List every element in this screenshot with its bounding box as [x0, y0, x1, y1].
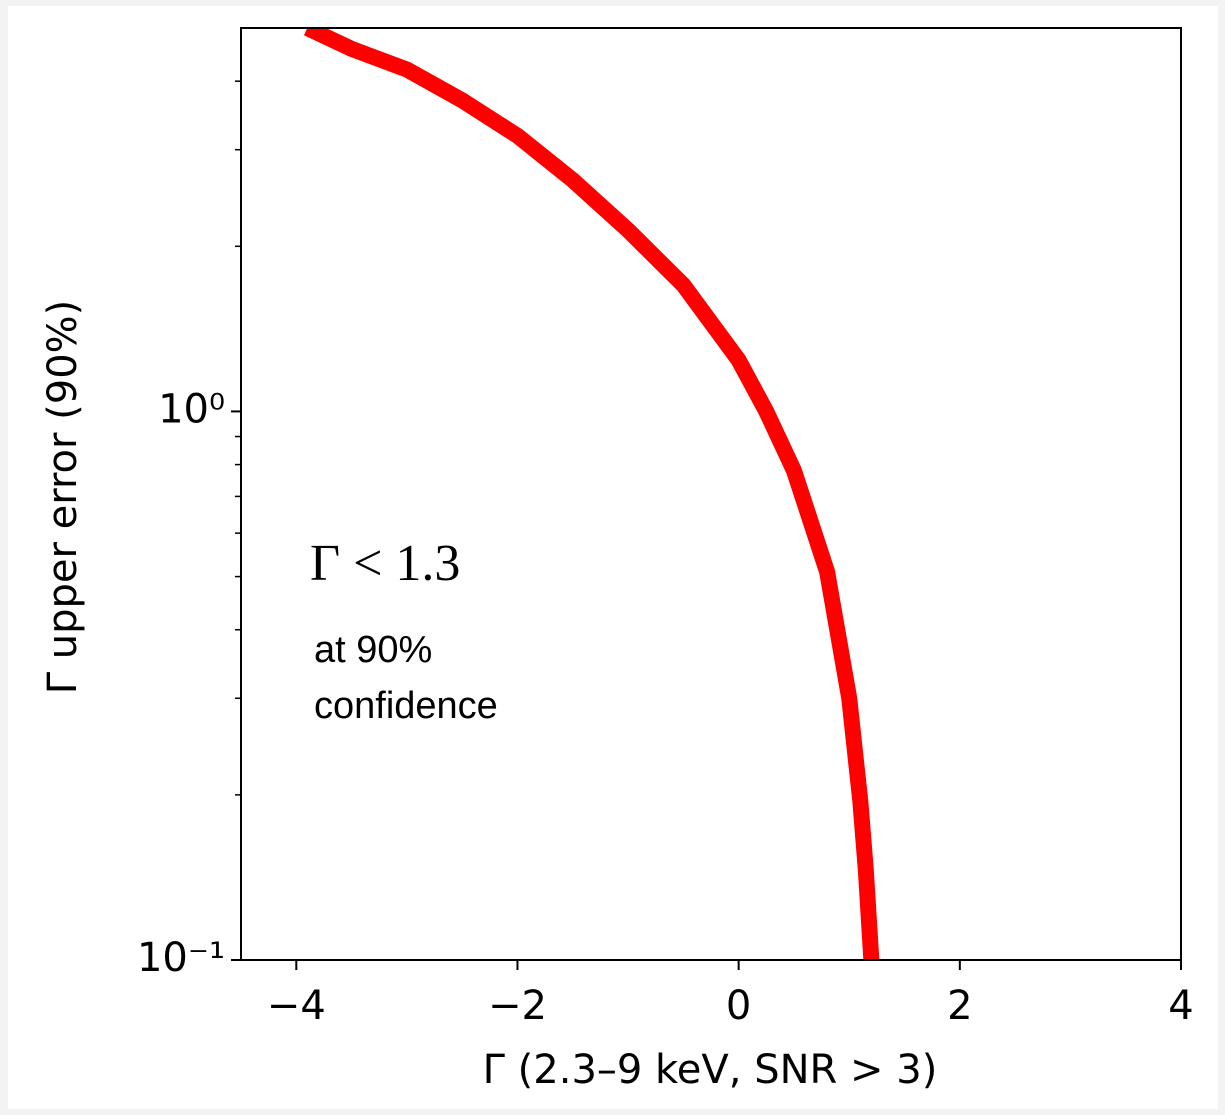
line-series	[303, 28, 880, 960]
y-tick-label: 10⁻¹	[137, 935, 225, 981]
y-axis-label: Γ upper error (90%)	[40, 300, 86, 695]
annotation: confidence	[314, 685, 498, 727]
x-tick-label: 2	[947, 983, 972, 1029]
x-tick-label: 4	[1168, 983, 1193, 1029]
x-tick-label: −4	[267, 983, 326, 1029]
plot-frame	[240, 27, 1182, 961]
annotation: at 90%	[314, 629, 432, 671]
figure-background	[8, 6, 1218, 1109]
annotation: Γ < 1.3	[310, 535, 460, 592]
y-tick-label: 10⁰	[158, 386, 225, 432]
x-axis-label: Γ (2.3–9 keV, SNR > 3)	[483, 1047, 938, 1093]
x-tick-label: 0	[726, 983, 751, 1029]
x-tick-label: −2	[488, 983, 547, 1029]
